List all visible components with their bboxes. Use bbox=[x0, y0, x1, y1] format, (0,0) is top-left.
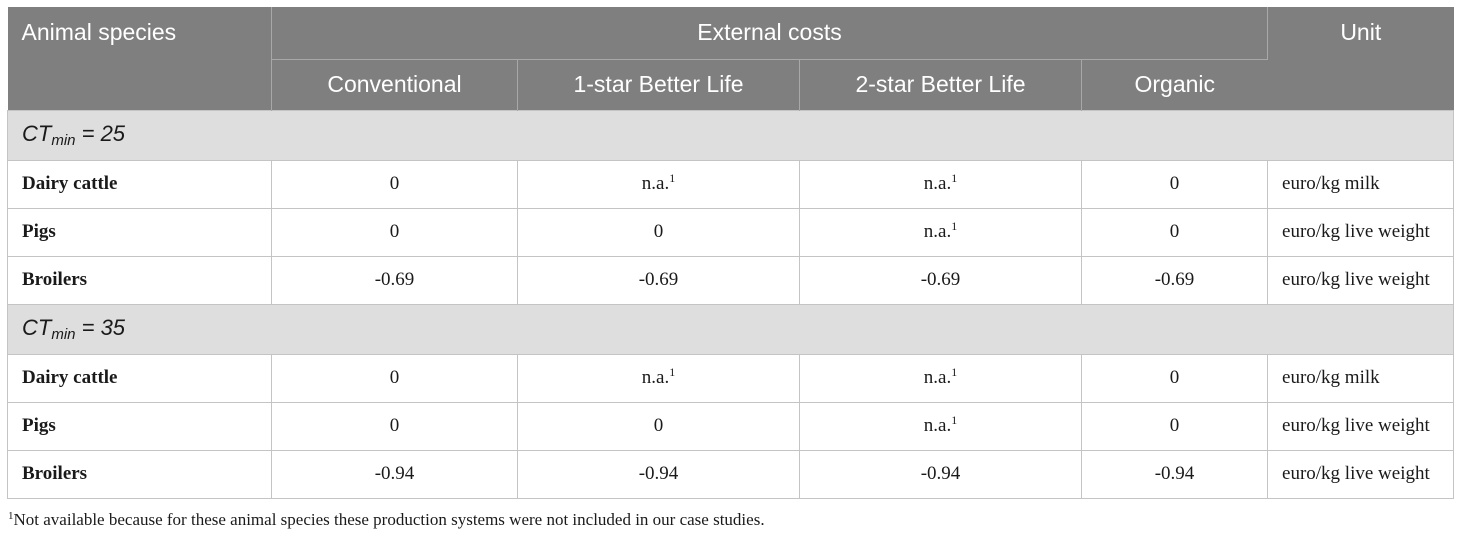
header-organic: Organic bbox=[1081, 58, 1268, 110]
unit-cell: euro/kg milk bbox=[1267, 353, 1455, 403]
value-text: -0.69 bbox=[374, 269, 415, 290]
section-label-subscript: min bbox=[51, 326, 76, 343]
value-text: -0.69 bbox=[638, 269, 679, 290]
table-row: Pigs 0 0 n.a.1 0 euro/kg live weight bbox=[7, 207, 1455, 257]
header-conventional: Conventional bbox=[271, 58, 518, 110]
value-cell: 0 bbox=[517, 207, 800, 257]
section-label-suffix: = 25 bbox=[75, 121, 126, 146]
species-cell: Pigs bbox=[7, 401, 272, 451]
value-cell: -0.69 bbox=[1080, 255, 1269, 305]
value-cell: 0 bbox=[1080, 207, 1269, 257]
value-text: n.a. bbox=[923, 173, 952, 194]
value-cell: 0 bbox=[271, 207, 518, 257]
unit-cell: euro/kg live weight bbox=[1267, 449, 1455, 499]
value-text: 0 bbox=[1169, 367, 1180, 388]
section-label: CTmin = 25 bbox=[6, 109, 1455, 161]
value-cell: 0 bbox=[271, 353, 518, 403]
value-text: 0 bbox=[1169, 173, 1180, 194]
value-text: -0.94 bbox=[374, 463, 415, 484]
value-cell: 0 bbox=[271, 159, 518, 209]
value-text: 0 bbox=[389, 415, 400, 436]
value-cell: -0.69 bbox=[799, 255, 1082, 305]
footnote-reference: 1 bbox=[951, 171, 958, 185]
footnote: 1Not available because for these animal … bbox=[8, 510, 765, 530]
section-row: CTmin = 25 bbox=[6, 109, 1455, 161]
value-cell: -0.94 bbox=[517, 449, 800, 499]
value-cell: 0 bbox=[271, 401, 518, 451]
section-row: CTmin = 35 bbox=[6, 303, 1455, 355]
external-costs-table: Animal species External costs Unit Conve… bbox=[6, 7, 1455, 499]
value-cell: n.a.1 bbox=[799, 207, 1082, 257]
table-row: Broilers -0.69 -0.69 -0.69 -0.69 euro/kg live… bbox=[7, 255, 1455, 305]
species-cell: Pigs bbox=[7, 207, 272, 257]
value-cell: n.a.1 bbox=[517, 353, 800, 403]
section-label-suffix: = 35 bbox=[75, 315, 126, 340]
value-cell: -0.69 bbox=[517, 255, 800, 305]
table-row: Pigs 0 0 n.a.1 0 euro/kg live weight bbox=[7, 401, 1455, 451]
footnote-text: Not available because for these animal s… bbox=[13, 510, 765, 529]
footnote-reference: 1 bbox=[669, 365, 676, 379]
value-text: 0 bbox=[1169, 415, 1180, 436]
value-text: 0 bbox=[389, 367, 400, 388]
section-label-prefix: CT bbox=[22, 121, 52, 146]
value-cell: n.a.1 bbox=[517, 159, 800, 209]
value-text: n.a. bbox=[923, 367, 952, 388]
value-text: -0.94 bbox=[1154, 463, 1195, 484]
value-text: 0 bbox=[1169, 221, 1180, 242]
footnote-reference: 1 bbox=[669, 171, 676, 185]
value-cell: 0 bbox=[1080, 353, 1269, 403]
table-header: Animal species External costs Unit Conve… bbox=[7, 7, 1454, 110]
section-label-subscript: min bbox=[51, 132, 76, 149]
species-cell: Dairy cattle bbox=[7, 353, 272, 403]
header-1-star-better-life: 1-star Better Life bbox=[517, 58, 800, 110]
unit-cell: euro/kg live weight bbox=[1267, 255, 1455, 305]
value-text: n.a. bbox=[641, 173, 670, 194]
value-cell: 0 bbox=[1080, 159, 1269, 209]
table-row: Dairy cattle 0 n.a.1 n.a.1 0 euro/kg milk bbox=[7, 159, 1455, 209]
value-text: -0.69 bbox=[920, 269, 961, 290]
unit-cell: euro/kg live weight bbox=[1267, 207, 1455, 257]
header-external-costs: External costs bbox=[271, 7, 1269, 59]
value-cell: -0.94 bbox=[799, 449, 1082, 499]
section-label-prefix: CT bbox=[22, 315, 52, 340]
table-body: CTmin = 25 Dairy cattle 0 n.a.1 n.a.1 0 euro/k… bbox=[6, 109, 1455, 499]
value-text: n.a. bbox=[923, 221, 952, 242]
value-text: -0.69 bbox=[1154, 269, 1195, 290]
footnote-reference: 1 bbox=[951, 365, 958, 379]
value-text: 0 bbox=[389, 221, 400, 242]
header-2-star-better-life: 2-star Better Life bbox=[799, 58, 1082, 110]
footnote-reference: 1 bbox=[951, 219, 958, 233]
species-cell: Broilers bbox=[7, 255, 272, 305]
table-row: Dairy cattle 0 n.a.1 n.a.1 0 euro/kg milk bbox=[7, 353, 1455, 403]
section-label: CTmin = 35 bbox=[6, 303, 1455, 355]
value-cell: n.a.1 bbox=[799, 401, 1082, 451]
value-cell: 0 bbox=[1080, 401, 1269, 451]
footnote-reference: 1 bbox=[951, 413, 958, 427]
value-text: n.a. bbox=[641, 367, 670, 388]
value-cell: n.a.1 bbox=[799, 353, 1082, 403]
value-cell: -0.69 bbox=[271, 255, 518, 305]
unit-cell: euro/kg live weight bbox=[1267, 401, 1455, 451]
unit-cell: euro/kg milk bbox=[1267, 159, 1455, 209]
table-row: Broilers -0.94 -0.94 -0.94 -0.94 euro/kg live… bbox=[7, 449, 1455, 499]
header-animal-species: Animal species bbox=[7, 7, 272, 110]
value-text: n.a. bbox=[923, 415, 952, 436]
value-cell: -0.94 bbox=[1080, 449, 1269, 499]
value-text: -0.94 bbox=[638, 463, 679, 484]
value-cell: 0 bbox=[517, 401, 800, 451]
value-text: 0 bbox=[653, 221, 664, 242]
species-cell: Dairy cattle bbox=[7, 159, 272, 209]
value-text: 0 bbox=[389, 173, 400, 194]
value-cell: n.a.1 bbox=[799, 159, 1082, 209]
header-unit: Unit bbox=[1267, 7, 1454, 110]
table-container: Animal species External costs Unit Conve… bbox=[6, 7, 1455, 499]
value-text: 0 bbox=[653, 415, 664, 436]
species-cell: Broilers bbox=[7, 449, 272, 499]
footnote-marker: 1 bbox=[8, 510, 14, 522]
value-cell: -0.94 bbox=[271, 449, 518, 499]
value-text: -0.94 bbox=[920, 463, 961, 484]
